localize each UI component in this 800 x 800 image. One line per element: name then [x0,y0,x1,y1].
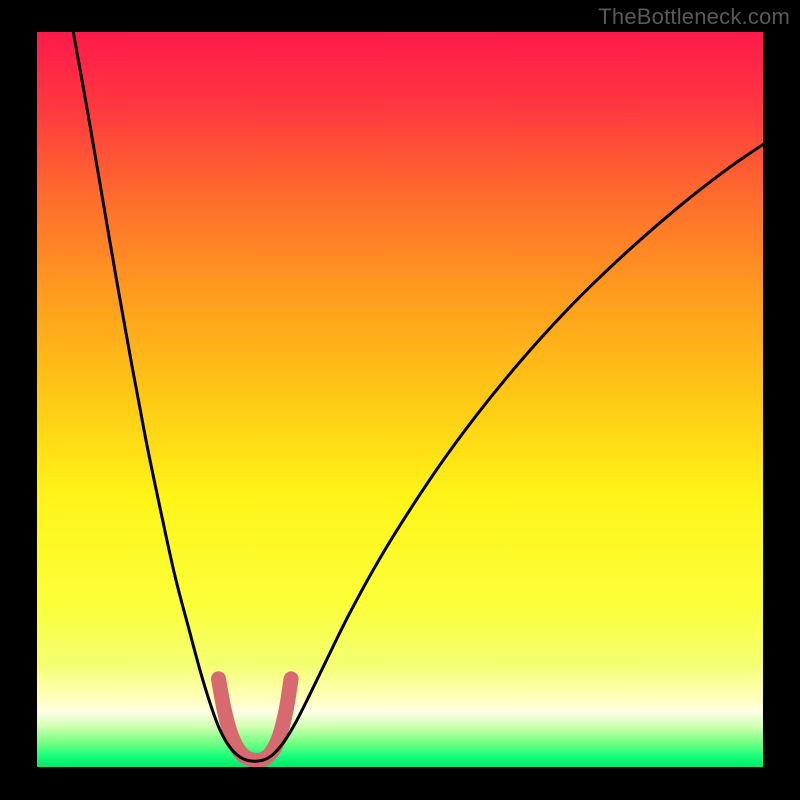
v-curve-path [73,32,763,761]
watermark-text: TheBottleneck.com [598,4,790,30]
plot-area [37,32,763,767]
curve-layer [37,32,763,767]
